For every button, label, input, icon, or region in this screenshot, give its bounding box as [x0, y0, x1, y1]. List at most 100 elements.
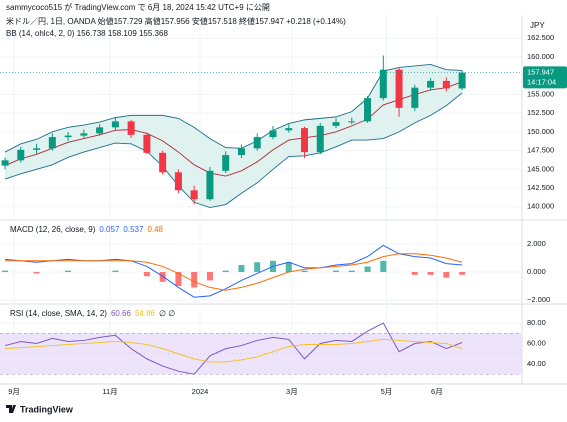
candle-body	[411, 87, 419, 108]
candle-body	[285, 128, 293, 131]
legend-part: RSI (14, close, SMA, 14, 2)	[10, 309, 107, 318]
candle-body	[174, 172, 182, 191]
y-tick-label: 160.000	[527, 52, 554, 61]
legend-part: ∅ ∅	[159, 309, 175, 318]
candle-body	[33, 148, 41, 150]
histogram-bar	[159, 272, 166, 282]
y-tick-label: 147.500	[527, 146, 554, 155]
y-tick-label: 80.00	[527, 318, 546, 327]
candle-body	[48, 137, 56, 149]
legend-subtitle: BB (14, ohlc4, 2, 0) 156.738 158.109 155…	[6, 29, 168, 38]
histogram-bar	[2, 270, 9, 273]
footer: TradingView	[20, 404, 74, 414]
legend-part: 0.537	[123, 225, 144, 234]
candle-body	[127, 121, 135, 135]
candle-body	[222, 155, 230, 171]
x-tick-label: 2024	[192, 387, 209, 396]
histogram-bar	[459, 272, 466, 275]
y-tick-label: 2.000	[527, 239, 546, 248]
x-tick-label: 5月	[381, 387, 393, 396]
legend-part: MACD (12, 26, close, 9)	[10, 225, 96, 234]
pane	[0, 243, 522, 301]
histogram-bar	[333, 270, 340, 273]
indicator-line	[4, 322, 463, 375]
histogram-bar	[301, 270, 308, 273]
y-tick-label: 150.000	[527, 127, 554, 136]
y-tick-label: 40.00	[527, 359, 546, 368]
histogram-bar	[206, 272, 213, 281]
histogram-bar	[285, 262, 292, 273]
candle-body	[364, 98, 372, 122]
candle-body	[80, 133, 88, 136]
y-tick-label: 60.00	[527, 338, 546, 347]
candle-body	[64, 135, 72, 138]
legend: MACD (12, 26, close, 9) 0.057 0.537 0.48	[10, 225, 164, 234]
candle-body	[237, 148, 245, 156]
x-tick-label: 3月	[286, 387, 298, 396]
candle-body	[395, 69, 403, 108]
legend: RSI (14, close, SMA, 14, 2) 60.66 54.86 ∅ ∅	[10, 309, 175, 318]
last-price-label: 157.947	[527, 67, 554, 76]
bb-line	[4, 92, 463, 208]
indicator-line	[5, 338, 463, 363]
y-tick-label: 162.500	[527, 33, 554, 42]
histogram-bar	[427, 272, 434, 275]
candle-body	[301, 128, 308, 153]
histogram-bar	[33, 272, 40, 274]
histogram-bar	[254, 262, 261, 273]
legend-part: 0.057	[99, 225, 120, 234]
y-tick-label: −2.000	[527, 295, 550, 304]
candle-body	[348, 121, 356, 123]
candle-body	[458, 72, 466, 89]
y-tick-label: 155.000	[527, 89, 554, 98]
candle-body	[143, 134, 151, 153]
histogram-bar	[238, 265, 245, 273]
histogram-bar	[443, 272, 450, 278]
candle-body	[379, 69, 387, 99]
histogram-bar	[380, 260, 387, 273]
histogram-bar	[143, 272, 150, 277]
y-tick-label: 0.000	[527, 267, 546, 276]
x-tick-label: 6月	[431, 387, 443, 396]
candle-body	[96, 127, 104, 134]
legend-title: 米ドル／円, 1日, OANDA 始値157.729 高値157.956 安値1…	[6, 16, 346, 26]
candle-body	[253, 137, 261, 149]
legend-part: 0.48	[147, 225, 163, 234]
y-tick-label: 140.000	[527, 202, 554, 211]
candle-body	[427, 80, 435, 88]
bb-line	[4, 81, 463, 177]
candle-body	[17, 149, 25, 161]
histogram-bar	[348, 270, 355, 273]
last-price-box	[523, 66, 567, 89]
countdown: 14:17:04	[527, 77, 556, 86]
candle-body	[1, 160, 9, 166]
x-tick-label: 9月	[8, 387, 20, 396]
y-tick-label: 145.000	[527, 164, 554, 173]
histogram-bar	[364, 266, 371, 273]
pane	[0, 322, 522, 375]
logo	[6, 405, 16, 413]
histogram-bar	[112, 270, 119, 273]
header: sammycoco515 が TradingView.com で 6月 18, …	[6, 2, 270, 12]
currency: JPY	[530, 21, 545, 30]
pane	[0, 37, 522, 208]
y-tick-label: 142.500	[527, 183, 554, 192]
candle-body	[269, 130, 277, 138]
y-tick-label: 152.500	[527, 108, 554, 117]
histogram-bar	[191, 272, 198, 288]
indicator-line	[5, 253, 463, 291]
legend-part: 60.66	[111, 309, 132, 318]
candle-body	[206, 170, 214, 200]
x-tick-label: 11月	[102, 387, 117, 396]
candle-body	[111, 121, 119, 128]
histogram-bar	[222, 270, 229, 273]
histogram-bar	[411, 272, 418, 275]
candle-body	[316, 125, 324, 153]
legend-part: 54.86	[135, 309, 156, 318]
candle-body	[159, 152, 167, 173]
candle-body	[332, 122, 340, 126]
candle-body	[442, 80, 450, 89]
histogram-bar	[65, 270, 72, 273]
candle-body	[190, 190, 198, 200]
